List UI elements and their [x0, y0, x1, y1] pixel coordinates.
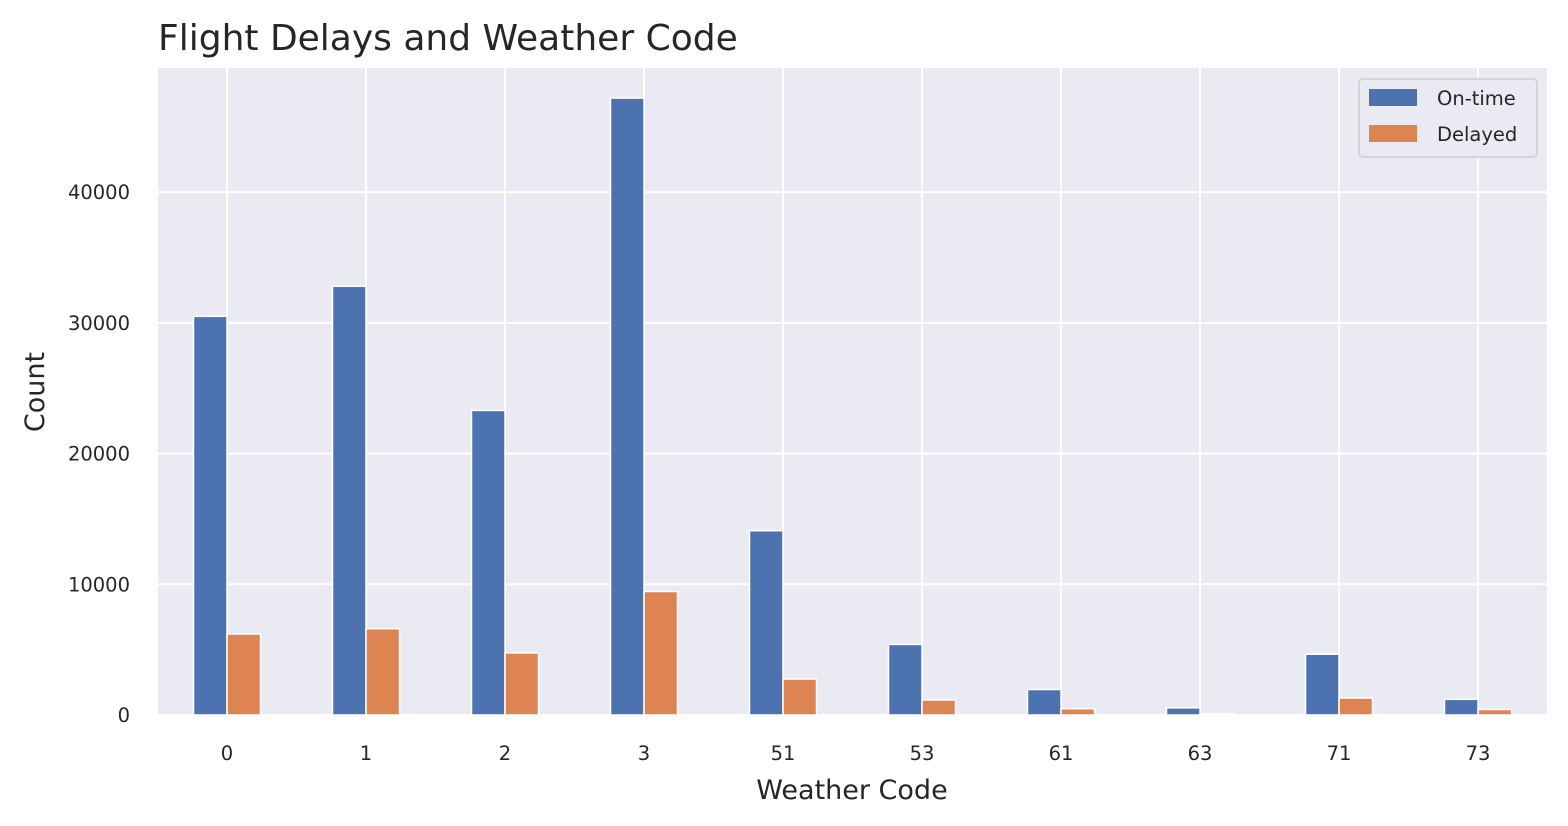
bar-on-time-53 [887, 643, 923, 716]
x-tick-label: 0 [221, 742, 233, 765]
bar-on-time-0 [192, 315, 228, 716]
bars [192, 97, 1513, 716]
x-tick-label: 51 [771, 742, 796, 765]
bar-on-time-61 [1026, 688, 1062, 716]
bar-delayed-61 [1060, 707, 1096, 716]
bar-delayed-2 [504, 652, 540, 716]
x-tick-label: 71 [1327, 742, 1352, 765]
chart-title: Flight Delays and Weather Code [158, 18, 738, 59]
legend-swatch-on-time [1369, 89, 1417, 106]
bar-on-time-3 [609, 97, 645, 716]
x-tick-label: 63 [1188, 742, 1213, 765]
tick-labels: 0 10000 20000 30000 40000 0 1 2 3 51 53 61 63 71 73 [68, 181, 1490, 765]
x-tick-label: 61 [1049, 742, 1074, 765]
legend: On-time Delayed [1358, 78, 1538, 158]
legend-label-delayed: Delayed [1437, 123, 1517, 146]
x-tick-label: 3 [638, 742, 650, 765]
y-tick-label: 30000 [68, 312, 130, 335]
bar-delayed-3 [643, 590, 679, 716]
y-tick-label: 40000 [68, 181, 130, 204]
x-tick-label: 1 [360, 742, 372, 765]
legend-swatch-delayed [1369, 125, 1417, 142]
plot-background [158, 68, 1547, 715]
x-tick-label: 73 [1466, 742, 1491, 765]
bar-delayed-51 [782, 678, 818, 716]
y-tick-label: 10000 [68, 573, 130, 596]
bar-delayed-0 [226, 633, 262, 716]
bar-delayed-71 [1338, 697, 1374, 716]
bar-delayed-73 [1477, 708, 1513, 716]
bar-delayed-53 [921, 699, 957, 716]
x-tick-label: 2 [499, 742, 511, 765]
y-tick-label: 20000 [68, 443, 130, 466]
x-tick-label: 53 [910, 742, 935, 765]
bar-on-time-2 [470, 409, 506, 716]
bar-on-time-63 [1165, 707, 1201, 716]
bar-on-time-71 [1304, 653, 1340, 716]
bar-delayed-1 [365, 627, 401, 716]
y-tick-label: 0 [118, 704, 130, 727]
bar-on-time-1 [331, 285, 367, 716]
bar-delayed-63 [1199, 713, 1235, 716]
bar-on-time-51 [748, 529, 784, 716]
x-axis-label: Weather Code [756, 775, 947, 806]
y-axis-label: Count [20, 352, 51, 432]
legend-label-on-time: On-time [1437, 87, 1516, 110]
bar-on-time-73 [1443, 698, 1479, 716]
